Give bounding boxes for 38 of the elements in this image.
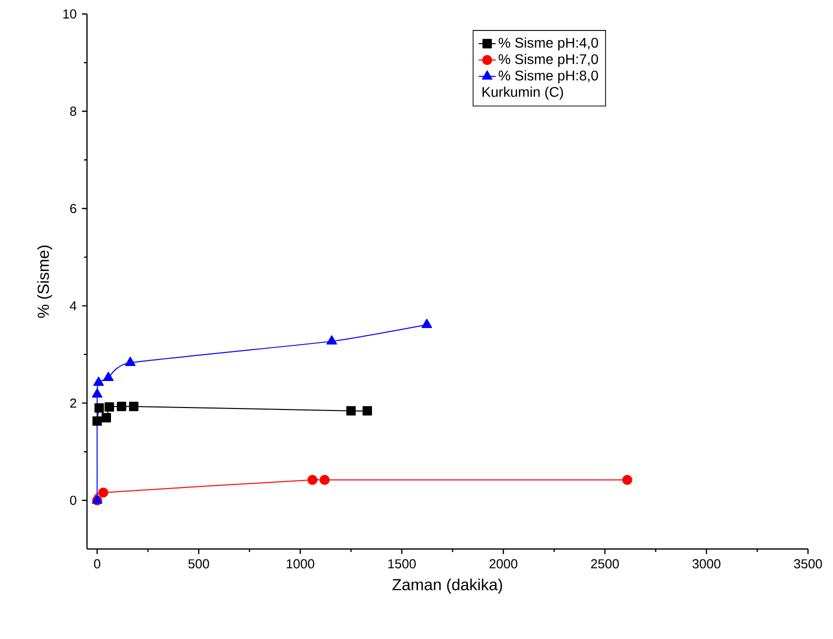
y-tick-label: 0	[70, 496, 76, 505]
point	[92, 416, 102, 426]
point	[622, 474, 632, 485]
point	[93, 376, 104, 386]
point	[326, 335, 337, 345]
point	[125, 356, 136, 366]
point	[422, 318, 432, 328]
y-tick-label: 8	[70, 106, 76, 116]
point	[103, 372, 114, 382]
point	[320, 474, 330, 485]
point	[98, 488, 108, 498]
point	[102, 412, 111, 422]
point	[362, 406, 372, 416]
legend-title: Kurkumin (C)	[482, 86, 563, 100]
x-axis-title: Zaman (dakika)	[392, 578, 502, 594]
y-tick-label: 10	[63, 9, 76, 19]
point	[104, 402, 114, 412]
y-tick-label: 4	[70, 301, 76, 310]
legend-label: % Sisme pH:7,0	[498, 54, 598, 67]
x-tick-label: 1500	[388, 559, 416, 568]
legend-label: % Sisme pH:8,0	[498, 70, 598, 84]
x-tick-label: 2500	[591, 559, 619, 568]
point	[116, 402, 126, 412]
y-tick-label: 2	[70, 398, 76, 408]
point	[346, 406, 356, 416]
x-tick-label: 500	[188, 559, 210, 568]
x-tick-label: 0	[94, 559, 100, 568]
x-tick-label: 2000	[490, 559, 518, 568]
x-tick-label: 1000	[286, 559, 314, 568]
x-tick-label: 3000	[692, 559, 720, 568]
y-tick-label: 6	[70, 204, 76, 214]
point	[129, 402, 138, 412]
point	[92, 388, 102, 398]
y-axis-title: % (Sisme)	[37, 246, 52, 318]
point	[94, 403, 104, 413]
x-tick-label: 3500	[794, 559, 822, 568]
legend-label: % Sisme pH:4,0	[498, 37, 598, 50]
point	[307, 474, 318, 485]
